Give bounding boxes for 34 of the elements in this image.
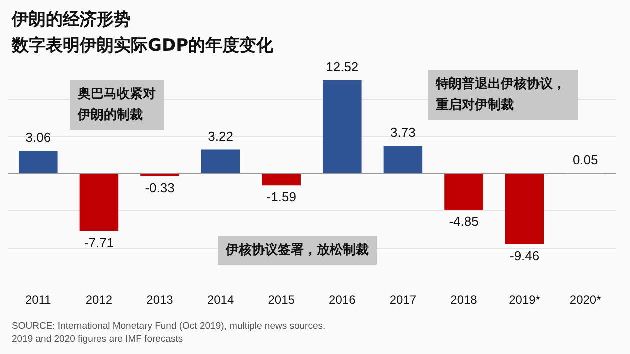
annotation: 特朗普退出伊核协议，重启对伊制裁 [428, 70, 578, 120]
bar [19, 150, 58, 174]
data-label: -9.46 [510, 248, 540, 264]
x-tick-label: 2019* [509, 293, 541, 308]
x-tick-label: 2015 [268, 293, 296, 308]
x-tick-label: 2011 [25, 293, 52, 308]
annotation: 奥巴马收紧对伊朗的制裁 [70, 80, 164, 130]
bar [201, 150, 240, 174]
x-tick-label: 2018 [450, 293, 478, 308]
data-label: -0.33 [145, 180, 175, 196]
x-tick-label: 2012 [86, 293, 113, 308]
data-label: 3.73 [390, 125, 416, 140]
data-label: -4.85 [449, 214, 479, 230]
bar [262, 174, 301, 186]
bar [444, 174, 484, 210]
source-note: SOURCE: International Monetary Fund (Oct 2019), multiple news sources. 2019 and 2020 figures are IMF forecasts [12, 320, 326, 346]
data-label: -7.71 [84, 235, 114, 250]
data-label: 3.22 [208, 128, 234, 144]
x-tick-label: 2017 [390, 293, 417, 308]
bar [384, 146, 423, 174]
annotation: 伊核协议签署，放松制裁 [218, 236, 377, 265]
chart-subtitle: 数字表明伊朗实际GDP的年度变化 [12, 35, 274, 57]
bar [80, 174, 119, 232]
data-label: -1.59 [266, 190, 296, 205]
x-tick-label: 2020* [570, 293, 602, 308]
x-tick-label: 2013 [146, 293, 174, 308]
data-label: 3.06 [26, 130, 52, 146]
data-label: 12.52 [326, 60, 359, 75]
data-label: 0.05 [572, 152, 598, 168]
bar [323, 80, 362, 174]
chart-title: 伊朗的经济形势 [12, 9, 131, 31]
x-tick-label: 2014 [207, 293, 234, 308]
x-tick-label: 2016 [329, 293, 356, 308]
bar [505, 174, 544, 244]
